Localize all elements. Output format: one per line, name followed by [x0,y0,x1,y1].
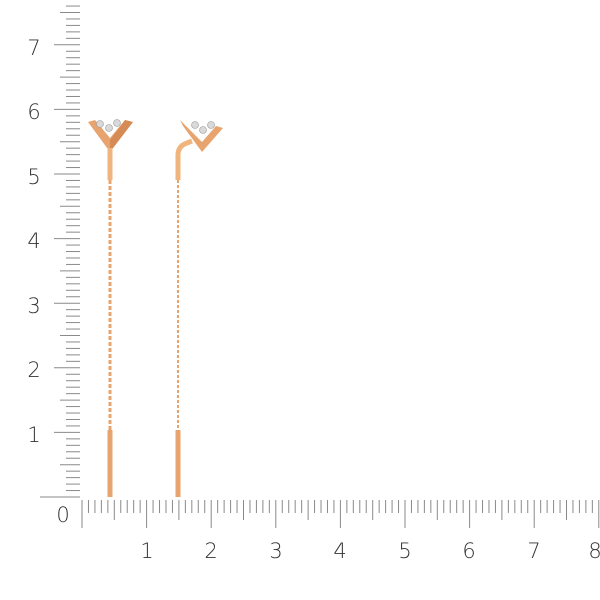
right-earring [175,120,223,497]
y-label-2: 2 [27,358,40,382]
left-earring [88,119,133,497]
y-label-6: 6 [27,100,40,124]
stone [207,121,215,129]
x-label-7: 7 [527,539,540,563]
y-label-7: 7 [27,36,40,60]
right-earring-bar [175,430,181,497]
earrings [88,119,223,497]
stone [199,126,207,134]
x-label-1: 1 [140,539,153,563]
y-label-3: 3 [27,294,40,318]
stone [191,121,199,129]
stone [113,119,121,127]
y-label-5: 5 [27,165,40,189]
stone [96,120,104,128]
ruler-ticks [40,5,600,528]
right-earring-post [175,138,193,180]
y-label-4: 4 [27,229,40,253]
x-label-2: 2 [204,539,217,563]
x-label-0: 0 [56,503,69,527]
x-label-3: 3 [269,539,282,563]
y-label-1: 1 [27,423,40,447]
ruler-labels: 0 1 2 3 4 5 6 7 8 1 2 3 4 5 6 7 [27,36,600,563]
left-earring-post [107,148,113,180]
stone [105,124,113,132]
x-label-4: 4 [333,539,346,563]
right-earring-v-setting [180,120,223,152]
x-label-6: 6 [462,539,475,563]
x-label-5: 5 [398,539,411,563]
left-earring-bar [107,430,113,497]
x-label-8: 8 [588,539,600,563]
